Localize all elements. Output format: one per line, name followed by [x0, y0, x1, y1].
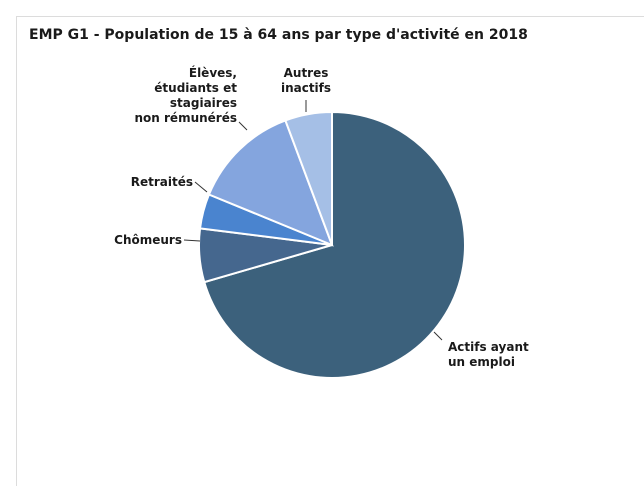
- pie-chart: Actifs ayant un emploi Chômeurs Retraités Él…: [114, 65, 529, 379]
- slice-label-1: Actifs ayant un emploi: [448, 340, 529, 369]
- leader-line-1: [433, 331, 443, 341]
- pie-slice-5[interactable]: [284, 110, 333, 246]
- slice-label-5: Autres inactifs: [281, 66, 331, 95]
- leader-line-3: [194, 181, 208, 193]
- slice-label-4: Élèves, étudiants et stagiaires non rémunér…: [135, 65, 238, 125]
- pie-slice-1[interactable]: [203, 110, 466, 379]
- chart-title: EMP G1 - Population de 15 à 64 ans par t…: [29, 27, 528, 43]
- slice-label-2: Chômeurs: [114, 233, 182, 247]
- pie-slice-4[interactable]: [207, 119, 334, 247]
- slice-label-3: Retraités: [131, 175, 193, 189]
- leader-line-2: [183, 239, 201, 242]
- leader-line-4: [238, 121, 248, 131]
